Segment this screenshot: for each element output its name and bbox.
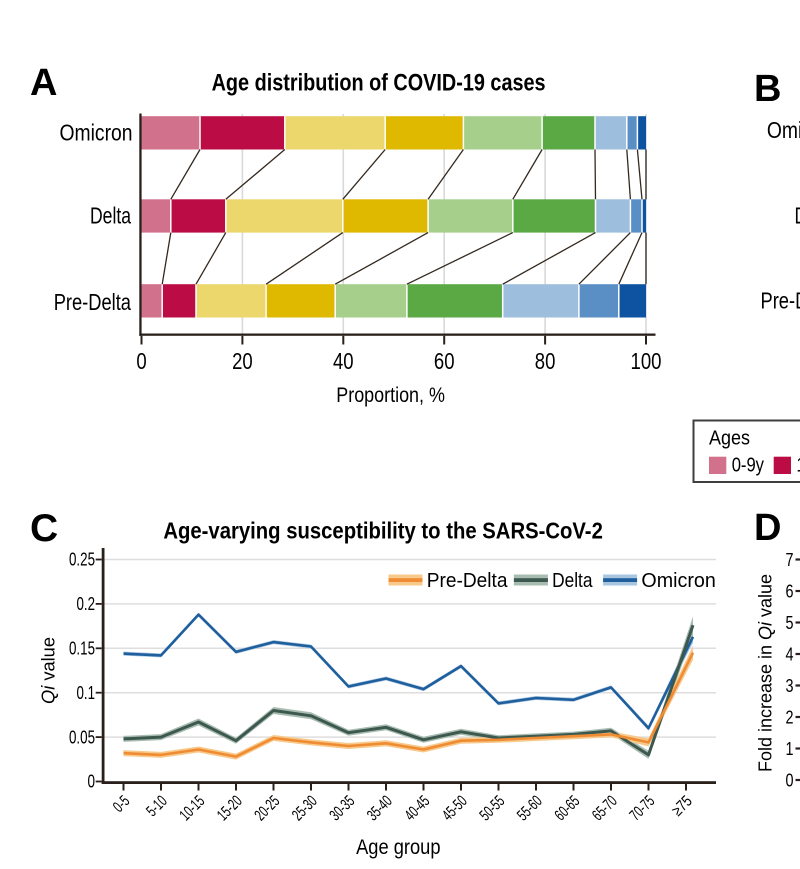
svg-text:3: 3 xyxy=(786,676,794,696)
svg-text:10-19y: 10-19y xyxy=(797,454,800,477)
svg-text:5: 5 xyxy=(786,613,794,633)
svg-text:0.15: 0.15 xyxy=(69,639,95,659)
svg-text:Ages: Ages xyxy=(709,427,750,450)
svg-text:0: 0 xyxy=(786,770,794,790)
svg-text:6: 6 xyxy=(786,581,794,601)
svg-text:Qi value: Qi value xyxy=(39,637,59,704)
svg-text:20: 20 xyxy=(232,348,253,374)
svg-text:Proportion, %: Proportion, % xyxy=(336,384,445,407)
svg-text:0.05: 0.05 xyxy=(69,727,95,747)
svg-text:2: 2 xyxy=(786,707,794,727)
svg-text:C: C xyxy=(30,507,58,550)
svg-text:0.25: 0.25 xyxy=(69,550,95,570)
svg-text:7: 7 xyxy=(786,550,794,570)
svg-text:Pre-Delta: Pre-Delta xyxy=(761,288,800,314)
svg-text:B: B xyxy=(754,68,781,110)
svg-text:60: 60 xyxy=(434,348,455,374)
svg-text:Omicron: Omicron xyxy=(60,120,133,146)
svg-text:1: 1 xyxy=(786,739,794,759)
svg-text:Delta: Delta xyxy=(552,570,593,592)
svg-text:0.2: 0.2 xyxy=(77,594,96,614)
svg-text:0.1: 0.1 xyxy=(77,683,96,703)
svg-text:0: 0 xyxy=(136,348,146,374)
svg-text:D: D xyxy=(754,507,781,549)
svg-text:A: A xyxy=(30,62,57,104)
svg-text:4: 4 xyxy=(786,644,794,664)
svg-text:0-9y: 0-9y xyxy=(732,454,765,477)
svg-text:100: 100 xyxy=(631,348,662,374)
svg-text:Omicron: Omicron xyxy=(767,117,800,143)
svg-text:0: 0 xyxy=(88,772,96,792)
svg-text:Pre-Delta: Pre-Delta xyxy=(427,570,509,592)
svg-text:Age distribution of COVID-19 c: Age distribution of COVID-19 cases xyxy=(212,70,546,97)
svg-text:Pre-Delta: Pre-Delta xyxy=(54,289,131,315)
svg-text:Omicron: Omicron xyxy=(641,570,715,592)
svg-text:Delta: Delta xyxy=(90,203,131,229)
svg-text:80: 80 xyxy=(535,348,556,374)
svg-text:Age group: Age group xyxy=(356,836,440,859)
svg-text:Fold increase in Qi value: Fold increase in Qi value xyxy=(756,574,776,772)
svg-text:40: 40 xyxy=(333,348,354,374)
svg-text:Delta: Delta xyxy=(795,203,800,229)
svg-text:Age-varying susceptibility to: Age-varying susceptibility to the SARS-C… xyxy=(163,518,603,544)
